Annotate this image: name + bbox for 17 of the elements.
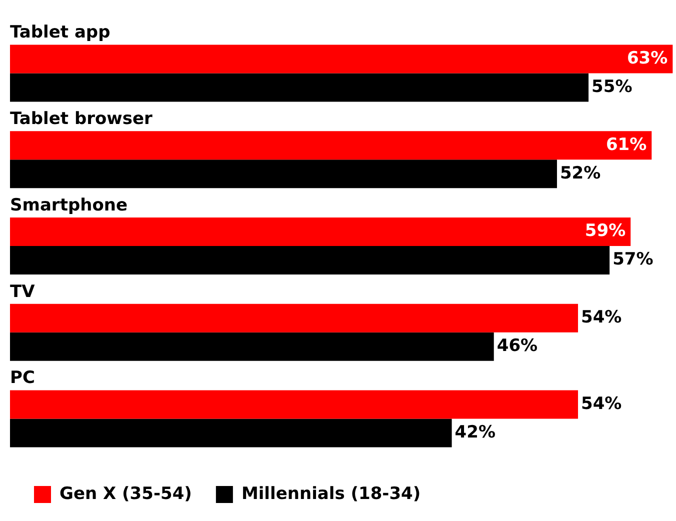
data-label: 54% [581, 394, 622, 414]
y-tick-label: Tablet browser [10, 109, 154, 130]
data-label: 52% [560, 163, 601, 184]
data-label: 46% [496, 336, 538, 356]
y-tick-label: Tablet app [10, 22, 110, 43]
y-tick-label: TV [10, 282, 36, 302]
y-tick-label: PC [10, 368, 35, 388]
y-tick-label: Smartphone [10, 195, 128, 216]
data-label: 59% [584, 221, 626, 242]
data-label: 55% [592, 76, 632, 97]
data-label: 42% [454, 422, 496, 442]
legend-label: Gen X (35-54) [60, 484, 192, 504]
data-label: 63% [626, 48, 668, 68]
data-label: 61% [606, 134, 647, 155]
data-label: 57% [612, 250, 654, 270]
legend-label: Millennials (18-34) [241, 484, 421, 504]
data-label: 54% [581, 308, 622, 328]
